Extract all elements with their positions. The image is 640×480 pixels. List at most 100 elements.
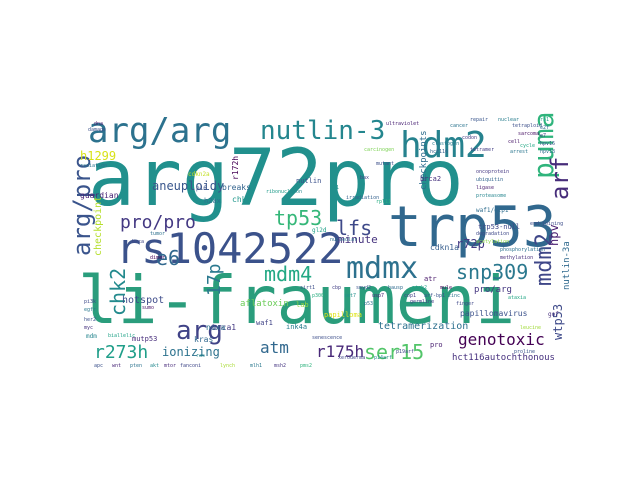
cloud-word: nutlin — [296, 177, 322, 185]
cloud-word: repair — [470, 117, 489, 123]
cloud-word: atr — [424, 275, 437, 283]
cloud-word: tetramer — [470, 147, 495, 153]
cloud-word: usp7 — [372, 293, 385, 299]
cloud-word: p21 — [330, 185, 340, 191]
cloud-word: ataxia — [508, 295, 527, 301]
cloud-word: dna — [94, 121, 104, 127]
cloud-word: phosphorylation — [500, 247, 546, 253]
cloud-word: gof — [548, 311, 559, 318]
cloud-word: smyd2 — [356, 285, 372, 291]
cloud-word: akt — [150, 363, 160, 369]
cloud-word: msh2 — [274, 363, 287, 369]
cloud-word: cbp — [332, 285, 342, 291]
cloud-word: biallelic — [108, 333, 136, 339]
cloud-word: pro/pro — [120, 212, 196, 233]
cloud-word: clastogen — [432, 141, 460, 147]
cloud-word: sirt1 — [300, 285, 316, 291]
cloud-word: mlh1 — [250, 363, 263, 369]
cloud-word: brca — [132, 239, 145, 245]
cloud-word: r175h — [316, 342, 365, 361]
cloud-word: dimer — [150, 255, 166, 261]
cloud-word: tp53 — [274, 206, 323, 230]
cloud-word: hdm2 — [400, 125, 487, 166]
cloud-word: her2 — [84, 317, 97, 323]
cloud-word: radiation — [80, 163, 108, 169]
cloud-word: ser15 — [364, 340, 425, 364]
cloud-word: hpv — [547, 224, 561, 246]
cloud-word: lab — [296, 301, 309, 309]
cloud-word: oncoprotein — [476, 169, 510, 175]
cloud-word: set7 — [344, 293, 357, 299]
cloud-word: r72p — [456, 237, 485, 251]
cloud-word: r172h — [231, 155, 240, 180]
cloud-word: waf1 — [256, 319, 273, 327]
cloud-word: minute — [338, 233, 378, 246]
cloud-word: arf — [546, 156, 574, 200]
cloud-word: arg/arg — [88, 111, 232, 151]
cloud-word: hpv18 — [540, 149, 556, 155]
cloud-word: proline — [514, 349, 536, 355]
cloud-word: checkpoint — [93, 195, 104, 256]
cloud-word: finger — [456, 301, 475, 307]
cloud-word: hotspot — [122, 295, 165, 306]
cloud-word: mutant — [376, 161, 395, 167]
cloud-word: mtor — [164, 363, 177, 369]
cloud-word: tetraploid — [512, 123, 543, 129]
cloud-word: h1299 — [80, 149, 117, 163]
cloud-word: leucine — [520, 325, 542, 331]
cloud-word: damage — [88, 127, 107, 133]
cloud-word: germline — [410, 299, 435, 305]
cloud-word: aneuploidy — [152, 179, 225, 193]
cloud-word: ubiquitin — [476, 177, 504, 183]
cloud-word: p19arf — [396, 349, 415, 355]
cloud-word: mdm — [86, 333, 97, 340]
cloud-word: e2f — [540, 125, 550, 131]
cloud-word: li-fraumeni — [78, 262, 516, 339]
cloud-word: mdm4 — [264, 262, 313, 286]
cloud-word: atm — [260, 338, 289, 357]
cloud-word: bax — [360, 175, 370, 181]
cloud-word: wnt — [112, 363, 122, 369]
cloud-word: mdmx — [346, 251, 419, 286]
cloud-word: pms2 — [300, 363, 313, 369]
cloud-word: papilloma — [324, 311, 362, 319]
cloud-word: fanconi — [180, 363, 202, 369]
cloud-word: wtp53 — [551, 303, 565, 340]
cloud-word: e6 — [156, 246, 181, 270]
cloud-word: tetramerization — [378, 321, 469, 332]
cloud-word: nutlin-3a — [562, 241, 572, 290]
cloud-word: genotoxic — [458, 330, 545, 349]
cloud-word: trp53 — [388, 195, 557, 260]
cloud-word: proteasome — [476, 193, 507, 199]
cloud-word: ribonucl — [266, 189, 291, 195]
cloud-word: irradiation — [346, 195, 380, 201]
cloud-word: methylation — [500, 255, 534, 261]
cloud-word: pten — [130, 363, 143, 369]
cloud-word: nutlin-3 — [260, 116, 386, 146]
cloud-word: mule — [440, 285, 453, 291]
cloud-word: ionizing — [162, 345, 220, 359]
cloud-word: snp309 — [456, 260, 529, 284]
cloud-word: chk2 — [106, 267, 130, 316]
cloud-word: cycle — [520, 143, 536, 149]
cloud-word: degradation — [476, 231, 510, 237]
cloud-word: hausp — [388, 285, 404, 291]
cloud-word: 17p — [204, 263, 225, 296]
cloud-word: hpv16 — [540, 141, 556, 147]
cloud-word: waf1/cip1 — [476, 207, 509, 214]
cloud-word: brca1 — [212, 323, 237, 332]
cloud-word: sumo — [142, 305, 155, 311]
cloud-word: e7 — [540, 133, 547, 139]
cloud-word: carcinogen — [364, 147, 395, 153]
cloud-word: senescence — [312, 335, 343, 341]
cloud-word: ras — [196, 353, 206, 359]
cloud-word: aflatoxin — [240, 299, 289, 309]
cloud-word: cdkn1a — [430, 243, 459, 252]
cloud-word: p16 — [196, 185, 207, 192]
cloud-word: rs1042522 — [116, 224, 344, 273]
cloud-word: acetylation — [476, 239, 510, 245]
cloud-word: trp53-null — [478, 223, 521, 231]
cloud-word: lynch — [220, 363, 236, 369]
cloud-word: cdkn2a — [188, 171, 210, 178]
